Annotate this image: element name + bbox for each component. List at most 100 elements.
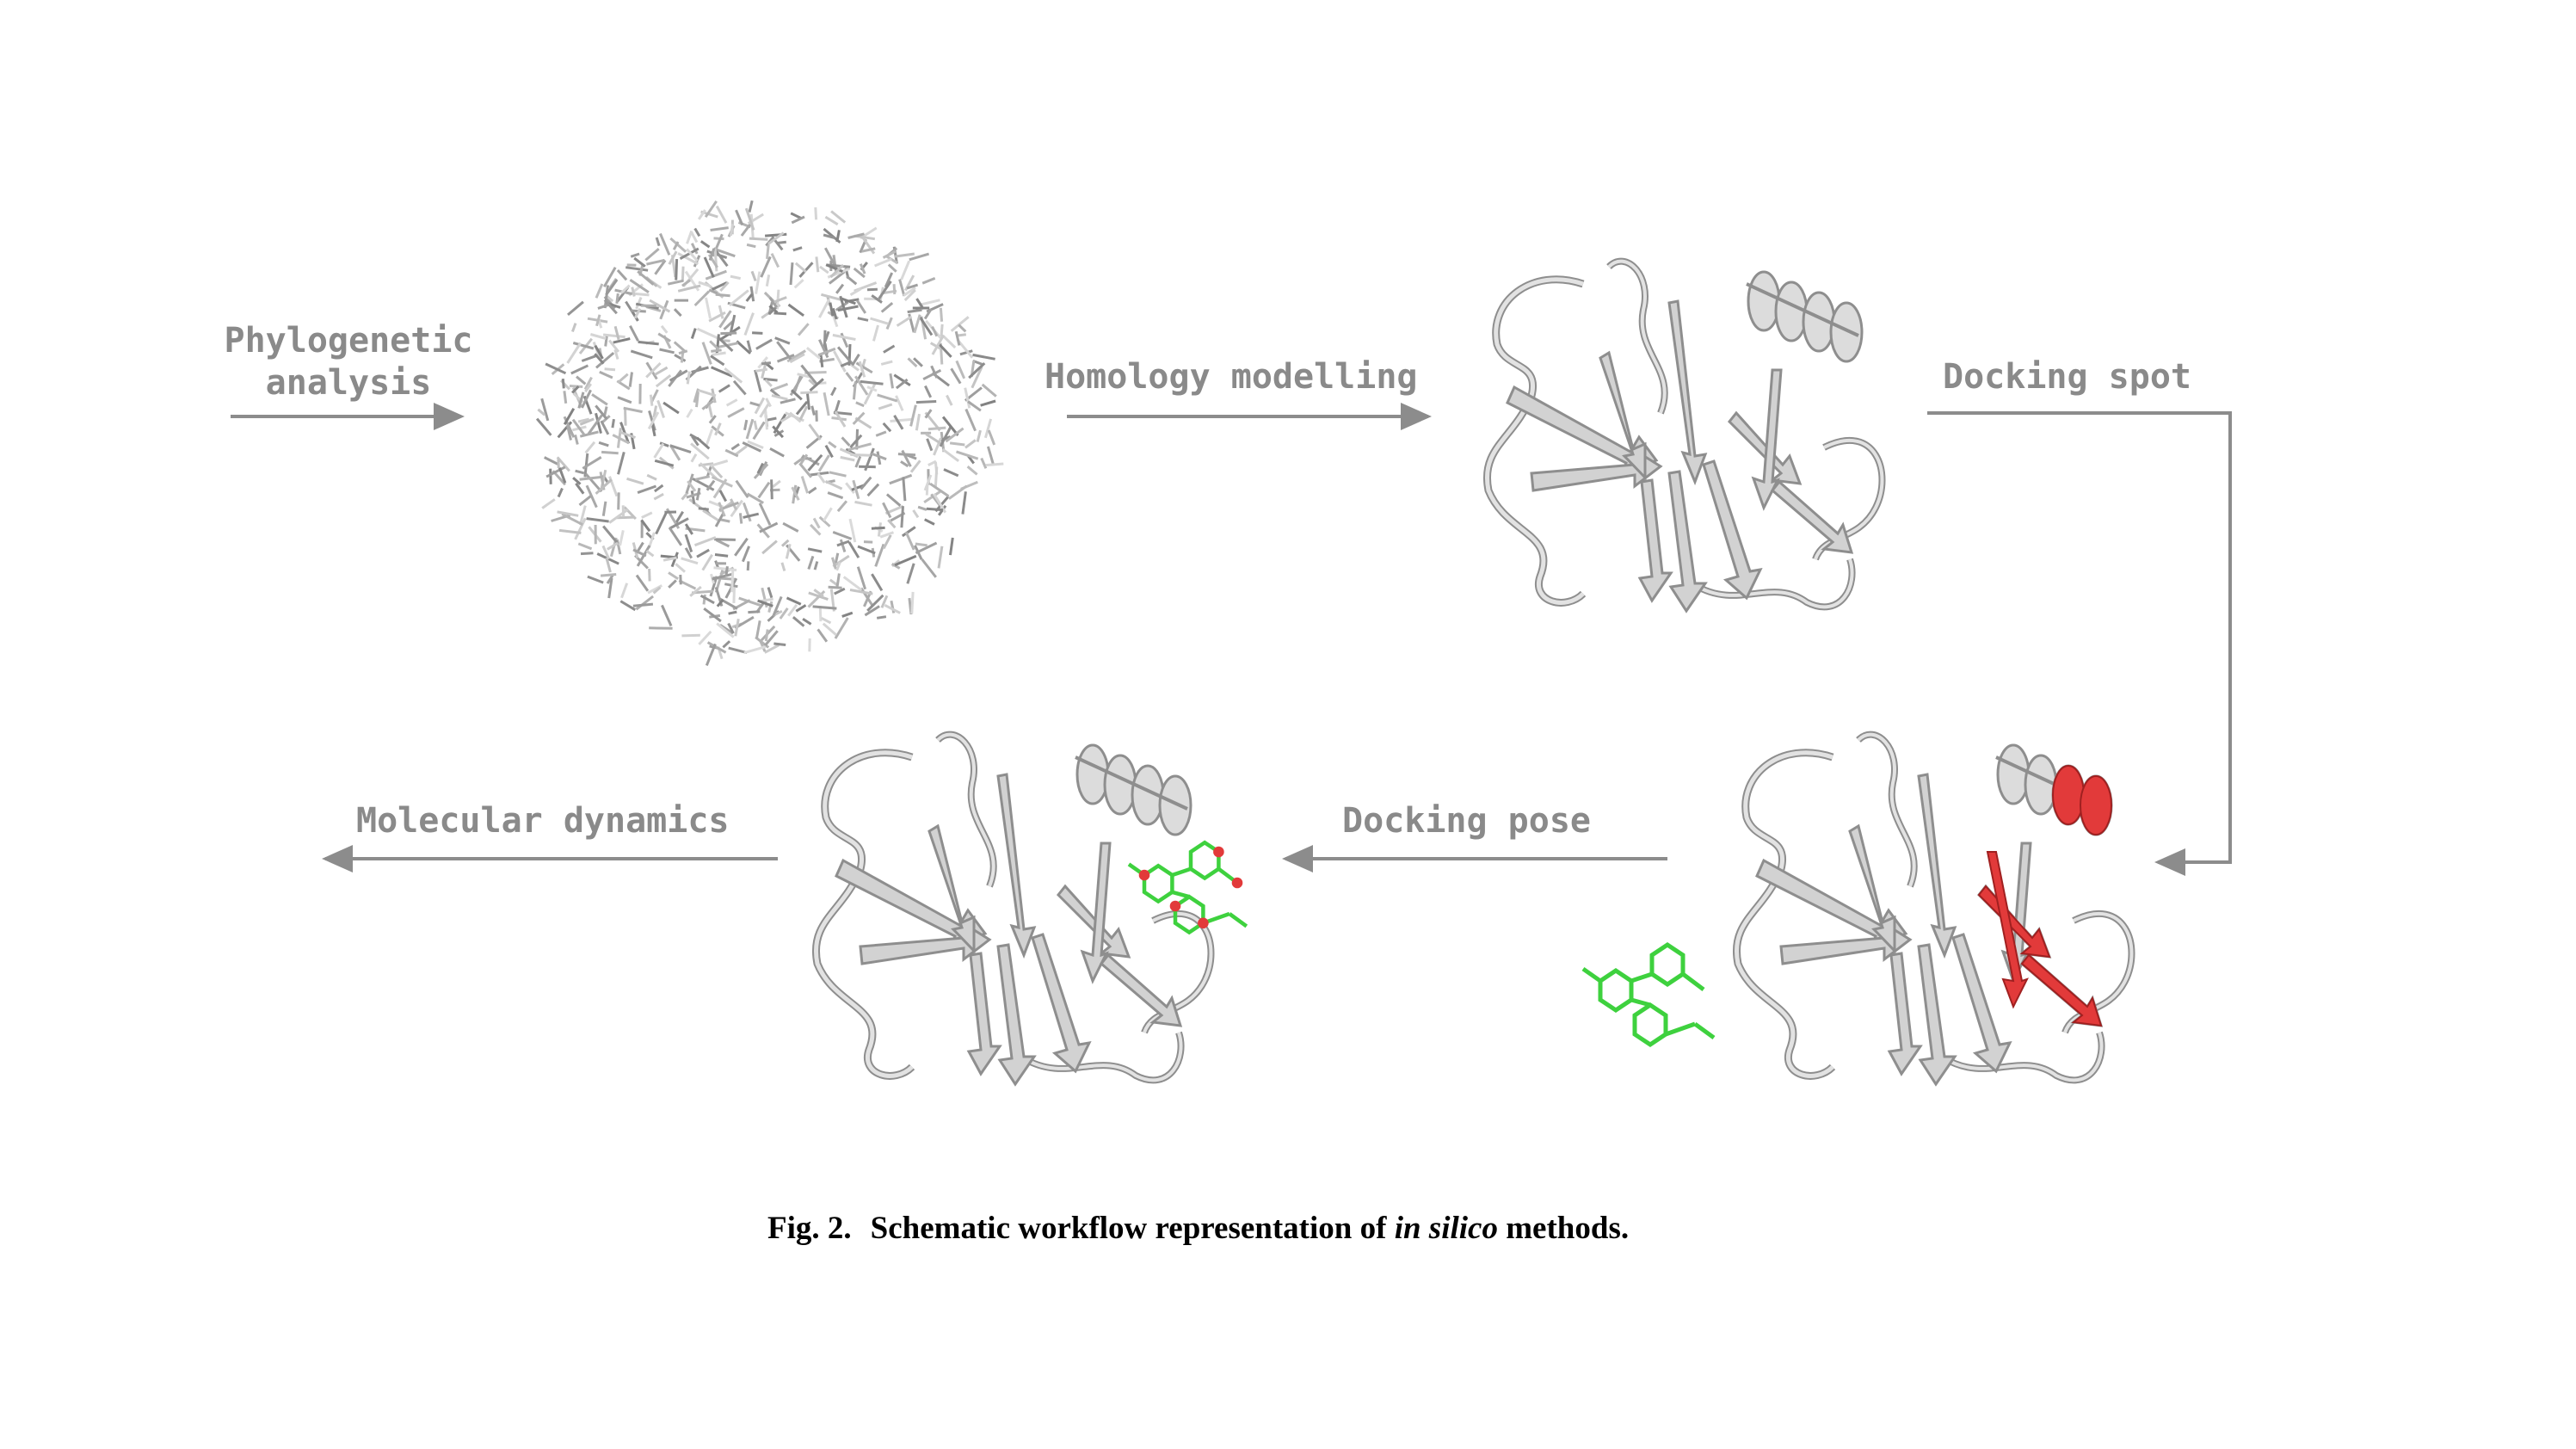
stick-bond (847, 232, 865, 239)
stick-bond (900, 460, 909, 468)
stick-bond (750, 270, 757, 282)
stick-bond (619, 529, 625, 546)
stick-bond (730, 443, 740, 451)
stick-bond (706, 250, 728, 260)
stick-bond (810, 523, 822, 536)
stick-bond (681, 491, 689, 501)
stick-bond (712, 572, 734, 581)
stick-bond (698, 389, 717, 398)
stick-bond (807, 555, 815, 570)
stick-bond (576, 375, 587, 385)
stick-bond (765, 398, 772, 408)
stick-bond (743, 645, 767, 655)
stick-bond (770, 479, 773, 500)
bound-ligand (1129, 842, 1247, 932)
stick-bond (934, 466, 939, 488)
stick-bond (603, 285, 609, 309)
stick-bond (904, 531, 915, 551)
free-ligand (1583, 945, 1714, 1045)
stick-bond (713, 237, 724, 241)
label-docking-spot: Docking spot (1943, 357, 2191, 397)
stick-bond (761, 363, 767, 379)
stick-bond (702, 594, 706, 605)
stick-bond (585, 484, 598, 509)
stick-bond (736, 340, 752, 355)
label-phylogenetic-analysis: Phylogenetic analysis (215, 320, 482, 404)
stick-bond (882, 250, 897, 259)
stick-bond (595, 404, 608, 420)
stick-bond (829, 471, 847, 478)
stick-bond (686, 371, 691, 385)
stick-bond (786, 349, 806, 363)
stick-bond (854, 455, 862, 468)
stick-bond (840, 455, 855, 462)
stick-bond (884, 272, 894, 288)
stick-bond (900, 506, 904, 528)
stick-bond (856, 566, 867, 590)
stick-bond (725, 398, 738, 407)
stick-bond (851, 354, 860, 367)
stick-bond (840, 361, 852, 367)
stick-bond (545, 466, 566, 478)
stick-bond (746, 492, 764, 504)
stick-bond (632, 602, 654, 607)
stick-bond (587, 575, 604, 584)
stick-bond (823, 330, 827, 349)
stick-bond (930, 365, 939, 379)
stick-bond (795, 400, 809, 416)
stick-bond (535, 417, 552, 436)
stick-bond (852, 411, 866, 425)
stick-bond (929, 342, 942, 350)
stick-bond (863, 540, 873, 544)
stick-bond (635, 595, 655, 611)
stick-bond (715, 293, 730, 298)
stick-bond (695, 487, 701, 501)
stick-bond (647, 532, 656, 549)
stick-bond (903, 289, 916, 302)
stick-bond (760, 256, 772, 278)
stick-bond (709, 340, 720, 350)
label-docking-pose: Docking pose (1342, 801, 1591, 841)
stick-bond (744, 207, 755, 231)
stick-bond (831, 307, 838, 320)
stick-bond (693, 290, 711, 307)
stick-bond (701, 342, 712, 365)
stick-bond (761, 540, 778, 555)
stick-bond (686, 408, 693, 418)
stick-bond (859, 263, 866, 274)
stick-bond (746, 340, 752, 353)
stick-bond (848, 518, 857, 543)
stick-bond (876, 451, 882, 466)
stick-bond (693, 388, 700, 404)
stick-bond (587, 414, 603, 435)
stick-bond (983, 418, 993, 439)
stick-bond (732, 587, 736, 603)
stick-bond (699, 240, 711, 249)
stick-bond (641, 511, 653, 519)
stick-bond (915, 413, 921, 431)
stick-bond (821, 616, 832, 625)
stick-bond (690, 328, 697, 339)
stick-bond (841, 611, 854, 618)
stick-bond (794, 262, 807, 274)
stick-bond (657, 332, 671, 342)
stick-bond (846, 274, 858, 286)
stick-bond (757, 599, 773, 607)
stick-bond (749, 237, 768, 241)
stick-bond (901, 526, 916, 538)
stick-bond (845, 447, 856, 456)
stick-bond (727, 407, 745, 418)
stick-bond (971, 366, 983, 389)
stick-bond (795, 604, 807, 613)
stick-bond (742, 441, 762, 453)
stick-bond (929, 482, 950, 497)
stick-bond (855, 401, 865, 408)
stick-bond (575, 482, 585, 495)
stick-bond (724, 448, 739, 458)
stick-bond (968, 362, 986, 379)
stick-bond (871, 573, 884, 592)
stick-bond (917, 505, 927, 511)
stick-bond (941, 416, 959, 436)
stick-bond (670, 552, 679, 568)
stick-bond (577, 392, 585, 409)
